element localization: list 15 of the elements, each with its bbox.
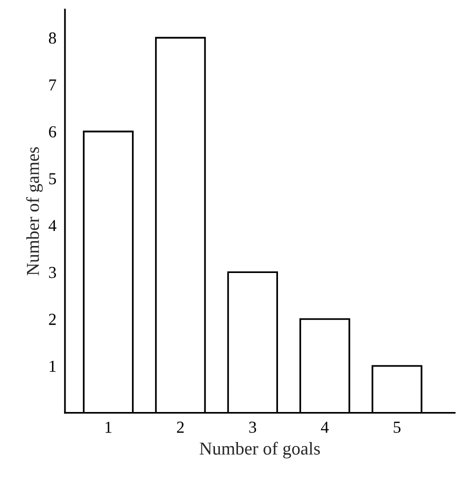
- x-tick-label: 4: [320, 422, 329, 433]
- x-tick-label: 1: [106, 422, 112, 433]
- y-tick-label: 1: [50, 360, 56, 372]
- y-tick-label: 3: [49, 266, 56, 278]
- y-tick-label: 6: [49, 126, 56, 138]
- y-tick-label: 7: [49, 79, 56, 90]
- x-axis-title: Number of goals: [200, 442, 320, 458]
- y-tick-label: 8: [48, 32, 56, 44]
- y-axis-title: Number of games: [26, 147, 43, 276]
- x-tick-label: 2: [177, 422, 184, 433]
- y-tick-label: 4: [48, 220, 56, 232]
- x-tick-label: 3: [249, 422, 256, 433]
- x-tick-label: 5: [394, 422, 400, 433]
- y-tick-label: 5: [49, 173, 56, 184]
- y-tick-label: 2: [49, 314, 56, 325]
